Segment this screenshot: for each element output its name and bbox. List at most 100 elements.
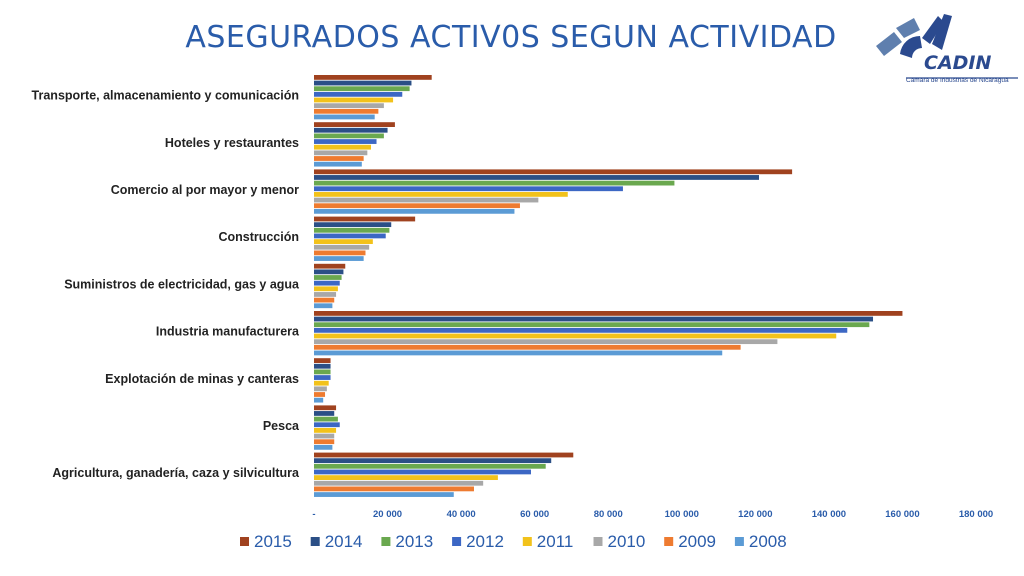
- bar-2015-2: [314, 169, 793, 175]
- bar-2015-0: [314, 75, 432, 80]
- bar-2012-5: [314, 327, 848, 333]
- bar-2010-8: [314, 480, 484, 486]
- bar-2014-7: [314, 411, 335, 416]
- x-tick-label: 80 000: [594, 509, 623, 520]
- bar-2014-0: [314, 80, 412, 86]
- legend-label-2015: 2015: [254, 532, 292, 551]
- category-label: Suministros de electricidad, gas y agua: [64, 277, 300, 291]
- bar-2014-8: [314, 458, 552, 464]
- bar-2015-3: [314, 216, 416, 222]
- bar-2015-7: [314, 405, 337, 411]
- legend-swatch-2010: [593, 537, 603, 546]
- bar-2010-1: [314, 150, 368, 156]
- bar-2015-6: [314, 358, 331, 363]
- legend-swatch-2015: [240, 537, 249, 546]
- legend-label-2010: 2010: [608, 532, 646, 551]
- bar-2013-5: [314, 322, 870, 328]
- bar-2010-5: [314, 339, 778, 345]
- bar-2012-6: [314, 375, 331, 380]
- bar-2012-1: [314, 139, 377, 144]
- bar-2014-6: [314, 363, 331, 369]
- legend-label-2012: 2012: [466, 532, 504, 551]
- bar-2008-6: [314, 397, 324, 403]
- bar-2011-8: [314, 475, 498, 480]
- bar-2008-1: [314, 161, 362, 167]
- bar-2010-4: [314, 292, 337, 297]
- bar-2014-2: [314, 175, 760, 180]
- bar-2010-3: [314, 244, 370, 250]
- legend-label-2014: 2014: [325, 532, 363, 551]
- legend-swatch-2008: [734, 537, 744, 546]
- bar-2009-3: [314, 250, 366, 256]
- bar-2011-3: [314, 239, 373, 244]
- bar-2012-3: [314, 233, 386, 239]
- bar-2015-1: [314, 122, 395, 127]
- x-tick-label: 60 000: [520, 509, 549, 520]
- category-label: Agricultura, ganadería, caza y silvicult…: [52, 466, 300, 480]
- x-tick-label: -: [312, 509, 315, 520]
- bar-2011-0: [314, 97, 394, 103]
- bar-2008-7: [314, 444, 333, 450]
- x-tick-label: 180 000: [959, 509, 993, 520]
- bar-2013-3: [314, 227, 390, 233]
- x-tick-label: 120 000: [738, 509, 772, 520]
- bar-2011-5: [314, 333, 837, 339]
- bar-2009-8: [314, 486, 474, 492]
- bar-2009-2: [314, 203, 520, 209]
- legend-swatch-2014: [310, 537, 320, 546]
- bar-2013-2: [314, 180, 675, 186]
- bar-2012-0: [314, 91, 403, 97]
- legend-label-2008: 2008: [749, 532, 787, 551]
- category-label: Transporte, almacenamiento y comunicació…: [32, 89, 299, 103]
- bar-2013-0: [314, 86, 410, 92]
- category-label: Hoteles y restaurantes: [165, 136, 299, 150]
- bar-2013-4: [314, 275, 342, 280]
- bar-2015-8: [314, 452, 574, 458]
- bar-2011-6: [314, 380, 329, 386]
- bar-2009-0: [314, 108, 379, 114]
- bar-2012-4: [314, 280, 340, 286]
- bar-2010-2: [314, 197, 539, 203]
- cadin-gear-logo: [876, 14, 1018, 79]
- bar-2009-4: [314, 297, 335, 303]
- legend-label-2013: 2013: [395, 532, 433, 551]
- bar-2010-7: [314, 433, 335, 439]
- bar-2015-4: [314, 263, 346, 269]
- bar-2009-7: [314, 439, 335, 445]
- bar-2009-6: [314, 392, 326, 397]
- bar-2011-2: [314, 192, 568, 197]
- x-tick-label: 20 000: [373, 509, 402, 520]
- bar-2013-8: [314, 463, 546, 469]
- bar-2015-5: [314, 311, 903, 316]
- x-tick-label: 40 000: [447, 509, 476, 520]
- bar-2009-1: [314, 156, 364, 161]
- category-label: Construcción: [218, 230, 299, 244]
- x-tick-label: 140 000: [812, 509, 846, 520]
- x-tick-label: 100 000: [665, 509, 699, 520]
- category-label: Explotación de minas y canteras: [105, 372, 299, 386]
- bar-2014-1: [314, 127, 388, 133]
- bar-2009-5: [314, 344, 741, 350]
- x-tick-label: 160 000: [885, 509, 919, 520]
- legend-swatch-2011: [522, 537, 532, 546]
- bar-2008-8: [314, 492, 454, 497]
- chart-title: ASEGURADOS ACTIV0S SEGUN ACTIVIDAD: [185, 20, 837, 55]
- category-label: Comercio al por mayor y menor: [111, 183, 299, 197]
- bar-2014-4: [314, 269, 344, 275]
- category-label: Industria manufacturera: [156, 325, 300, 339]
- bar-2012-7: [314, 422, 340, 428]
- bar-2008-2: [314, 208, 515, 214]
- bar-2011-4: [314, 286, 338, 292]
- bar-2010-0: [314, 103, 384, 109]
- category-label: Pesca: [263, 419, 300, 433]
- bar-2008-3: [314, 256, 364, 261]
- legend-swatch-2012: [452, 537, 462, 546]
- bar-2014-5: [314, 316, 874, 322]
- bar-2010-6: [314, 386, 327, 392]
- legend-swatch-2009: [664, 537, 674, 546]
- bar-2013-6: [314, 369, 331, 375]
- bar-2008-5: [314, 350, 723, 356]
- bar-2013-7: [314, 416, 338, 422]
- bar-2012-8: [314, 469, 531, 475]
